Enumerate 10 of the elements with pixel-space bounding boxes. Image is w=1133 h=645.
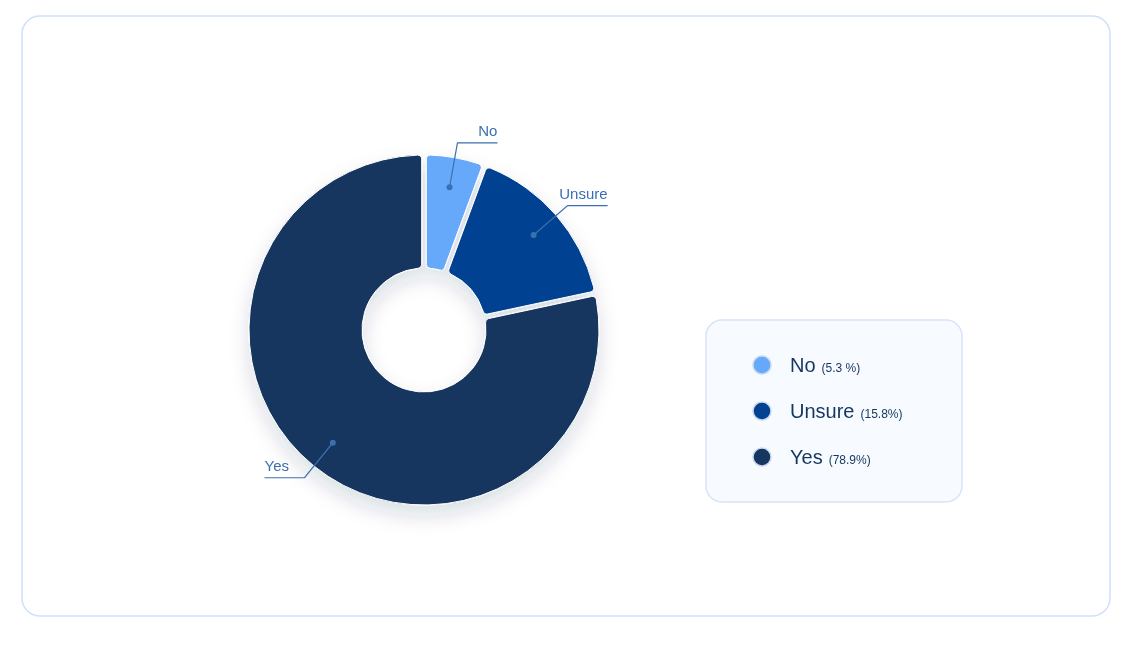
donut-slice	[425, 154, 482, 271]
data-label: (15.8%)	[860, 407, 903, 421]
legend-label: No	[790, 354, 816, 376]
legend-label: Yes	[790, 446, 823, 468]
legend-label: Unsure	[790, 400, 855, 422]
data-label: (5.3 %)	[821, 361, 861, 375]
slice-label: Yes	[264, 456, 290, 474]
slice-label: Unsure	[559, 184, 608, 202]
slice-label: No	[478, 121, 498, 139]
data-label: (78.9%)	[828, 453, 871, 467]
